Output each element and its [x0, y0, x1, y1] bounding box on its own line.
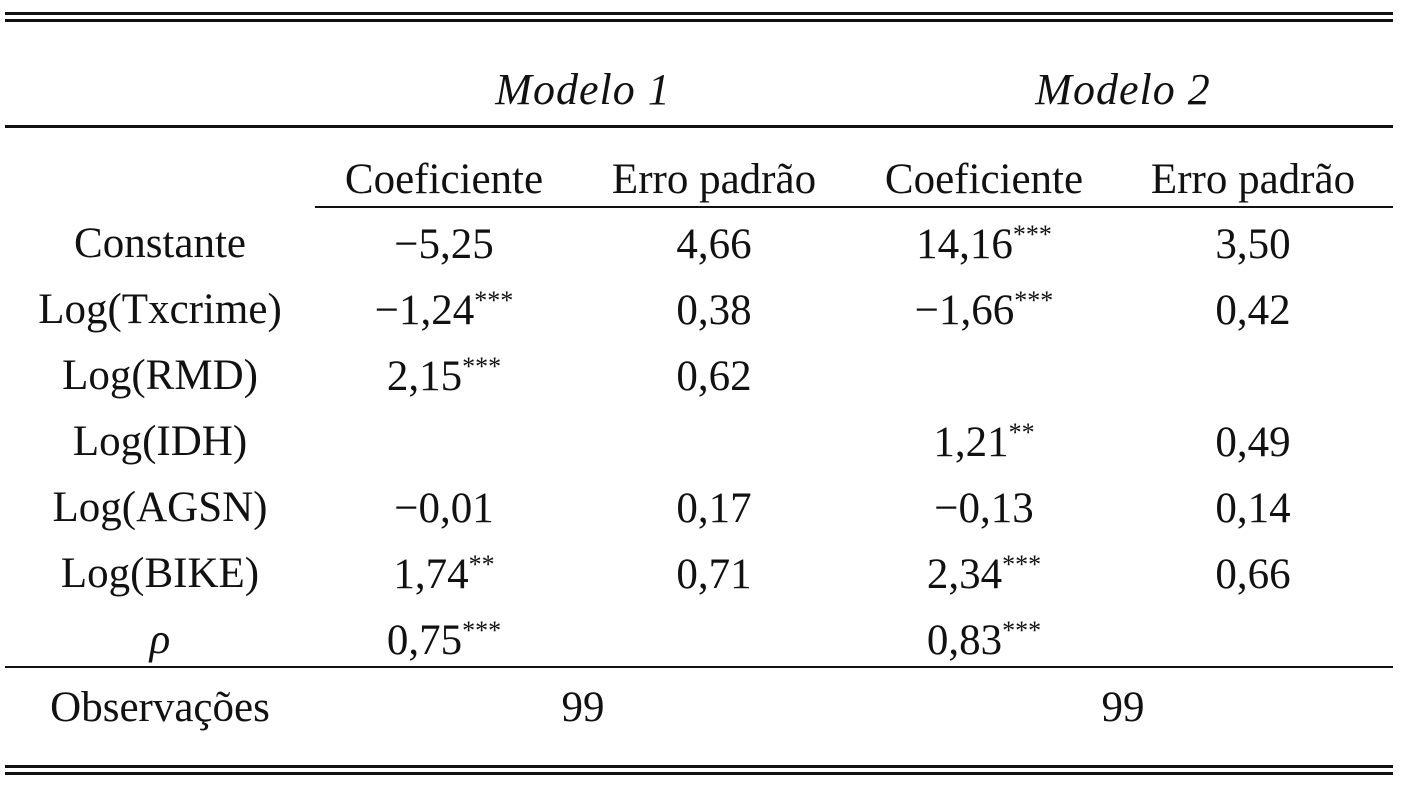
observations-label: Observações	[50, 684, 270, 731]
cell-value: 0,42	[1215, 287, 1291, 334]
table-cell: 0,17	[676, 486, 751, 530]
cell-value: 0,49	[1215, 419, 1291, 466]
cell-value: −5,25	[394, 221, 494, 268]
top-rule-1	[5, 12, 1393, 15]
cell-value: 0,75	[386, 617, 463, 664]
table-cell: 14,16***	[916, 220, 1052, 268]
column-header-coef-1: Coeficiente	[344, 156, 544, 203]
table-cell: −0,13	[934, 486, 1034, 530]
significance-stars: **	[1008, 418, 1035, 447]
table-cell: 2,15***	[386, 352, 502, 400]
top-rule-2	[5, 19, 1393, 22]
column-header-coef-2: Coeficiente	[884, 156, 1084, 203]
model-1-header: Modelo 1	[495, 65, 671, 114]
row-label: ρ	[149, 616, 171, 663]
table-cell: 0,42	[1215, 288, 1290, 332]
table-cell: 1,21**	[933, 418, 1035, 466]
table-cell: 0,49	[1215, 420, 1290, 464]
table-cell: 4,66	[676, 222, 751, 266]
cell-value: −1,24	[374, 287, 475, 334]
table-cell: 1,74**	[393, 550, 495, 598]
bottom-rule-2	[5, 772, 1393, 775]
column-header-rule	[315, 206, 1393, 208]
table-cell: 3,50	[1215, 222, 1290, 266]
significance-stars: ***	[474, 286, 514, 315]
cell-value: 4,66	[676, 221, 752, 268]
row-label: Log(Txcrime)	[38, 286, 282, 333]
cell-value: 1,74	[393, 551, 469, 598]
row-label: Log(IDH)	[72, 418, 248, 465]
cell-value: 0,62	[676, 353, 752, 400]
table-cell: 0,38	[676, 288, 751, 332]
table-cell: 0,66	[1215, 552, 1290, 596]
cell-value: 0,38	[676, 287, 752, 334]
table-cell: −0,01	[394, 486, 494, 530]
observations-model-2: 99	[1101, 684, 1145, 731]
significance-stars: ***	[1002, 550, 1042, 579]
cell-value: 2,34	[926, 551, 1003, 598]
model-header-rule	[5, 125, 1393, 128]
cell-value: −0,01	[394, 485, 494, 532]
table-cell: −1,24***	[374, 286, 514, 334]
significance-stars: ***	[462, 352, 502, 381]
significance-stars: ***	[1014, 286, 1054, 315]
row-label: Log(AGSN)	[52, 484, 268, 531]
cell-value: 0,17	[676, 485, 752, 532]
cell-value: −0,13	[934, 485, 1034, 532]
table-cell: −5,25	[394, 222, 494, 266]
column-header-se-2: Erro padrão	[1150, 156, 1356, 203]
cell-value: 1,21	[933, 419, 1009, 466]
bottom-rule-1	[5, 765, 1393, 768]
table-cell: 2,34***	[926, 550, 1042, 598]
table-cell: 0,71	[676, 552, 751, 596]
table-cell: 0,14	[1215, 486, 1290, 530]
cell-value: 0,14	[1215, 485, 1291, 532]
significance-stars: ***	[462, 616, 502, 645]
cell-value: 0,71	[676, 551, 752, 598]
row-label: Log(RMD)	[62, 352, 258, 399]
model-2-header: Modelo 2	[1035, 65, 1211, 114]
row-label: Log(BIKE)	[60, 550, 260, 597]
table-cell: 0,62	[676, 354, 751, 398]
cell-value: 0,83	[926, 617, 1003, 664]
cell-value: −1,66	[914, 287, 1015, 334]
cell-value: 2,15	[386, 353, 463, 400]
table-cell: 0,75***	[386, 616, 502, 664]
cell-value: 0,66	[1215, 551, 1291, 598]
observations-model-1: 99	[561, 684, 605, 731]
column-header-se-1: Erro padrão	[611, 156, 817, 203]
significance-stars: **	[468, 550, 495, 579]
significance-stars: ***	[1002, 616, 1042, 645]
significance-stars: ***	[1012, 220, 1052, 249]
footer-rule	[5, 666, 1393, 668]
table-cell: −1,66***	[914, 286, 1054, 334]
table-cell: 0,83***	[926, 616, 1042, 664]
cell-value: 14,16	[916, 221, 1013, 268]
cell-value: 3,50	[1215, 221, 1291, 268]
row-label: Constante	[74, 220, 246, 267]
